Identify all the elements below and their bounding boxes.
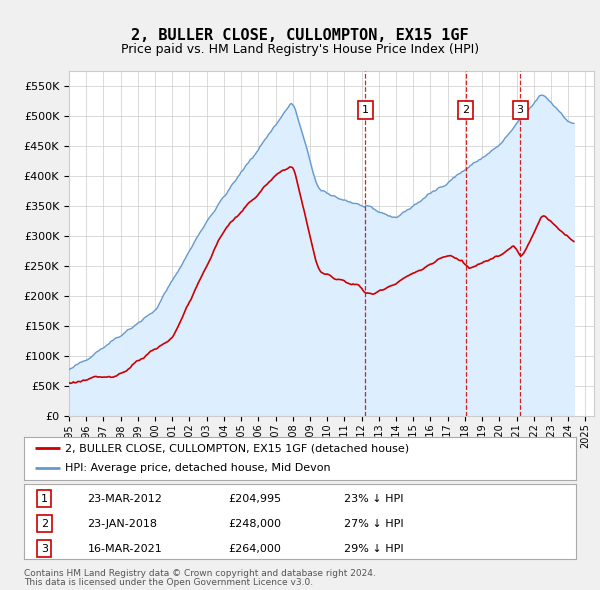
Text: 2, BULLER CLOSE, CULLOMPTON, EX15 1GF (detached house): 2, BULLER CLOSE, CULLOMPTON, EX15 1GF (d… — [65, 443, 410, 453]
Text: 3: 3 — [517, 105, 524, 115]
Text: 3: 3 — [41, 544, 48, 554]
Text: 2: 2 — [463, 105, 469, 115]
Text: 27% ↓ HPI: 27% ↓ HPI — [344, 519, 404, 529]
Text: 23% ↓ HPI: 23% ↓ HPI — [344, 494, 404, 504]
Text: 2: 2 — [41, 519, 48, 529]
Text: 16-MAR-2021: 16-MAR-2021 — [88, 544, 162, 554]
Text: £248,000: £248,000 — [228, 519, 281, 529]
Text: 2, BULLER CLOSE, CULLOMPTON, EX15 1GF: 2, BULLER CLOSE, CULLOMPTON, EX15 1GF — [131, 28, 469, 43]
Text: Contains HM Land Registry data © Crown copyright and database right 2024.: Contains HM Land Registry data © Crown c… — [24, 569, 376, 578]
Text: Price paid vs. HM Land Registry's House Price Index (HPI): Price paid vs. HM Land Registry's House … — [121, 43, 479, 56]
Text: 23-JAN-2018: 23-JAN-2018 — [88, 519, 157, 529]
Text: This data is licensed under the Open Government Licence v3.0.: This data is licensed under the Open Gov… — [24, 578, 313, 587]
Text: 1: 1 — [41, 494, 48, 504]
Text: 1: 1 — [362, 105, 369, 115]
Text: £204,995: £204,995 — [228, 494, 281, 504]
Text: HPI: Average price, detached house, Mid Devon: HPI: Average price, detached house, Mid … — [65, 463, 331, 473]
Text: 23-MAR-2012: 23-MAR-2012 — [88, 494, 163, 504]
Text: £264,000: £264,000 — [228, 544, 281, 554]
Text: 29% ↓ HPI: 29% ↓ HPI — [344, 544, 404, 554]
